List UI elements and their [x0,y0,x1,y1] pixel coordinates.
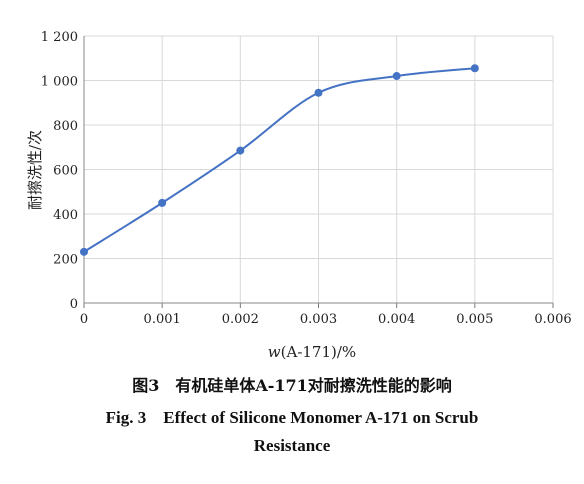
x-tick-label: 0.002 [222,312,259,327]
y-tick-label: 200 [53,253,78,268]
figure-caption-en-line1: Fig. 3 Effect of Silicone Monomer A-171 … [105,408,479,427]
x-tick-label: 0.004 [378,312,415,327]
x-tick-labels: 0 0.001 0.002 0.003 0.004 0.005 0.006 [80,312,572,327]
data-point [158,198,167,207]
figure-caption-en: Fig. 3 Effect of Silicone Monomer A-171 … [0,404,584,460]
x-tick-label: 0 [80,312,88,327]
data-point [314,88,323,97]
x-tick-label: 0.003 [300,312,337,327]
data-point [236,146,245,155]
x-axis-label: w(A-171)/% [268,343,356,361]
y-tick-labels: 0 200 400 600 800 1 000 1 200 [41,30,78,312]
y-tick-label: 1 000 [41,75,78,90]
series-line [83,67,475,253]
x-tick-label: 0.005 [456,312,493,327]
x-tick-label: 0.001 [144,312,181,327]
y-tick-label: 400 [53,208,78,223]
figure-caption-cn: 图3 有机硅单体A-171对耐擦洗性能的影响 [132,376,452,395]
y-tick-label: 800 [53,119,78,134]
y-tick-label: 600 [53,164,78,179]
data-point [392,72,401,81]
y-tick-label: 0 [70,297,78,312]
x-axis-label-symbol: w [268,343,281,361]
x-axis-label-text: (A-171)/% [281,343,357,361]
figure-caption-en-line2: Resistance [253,436,331,455]
x-tick-label: 0.006 [534,312,571,327]
y-axis-label: 耐擦洗性/次 [26,130,44,210]
data-point [470,64,479,73]
chart-grid [84,35,554,303]
data-point [80,247,88,256]
data-series [80,64,479,256]
y-tick-label: 1 200 [41,30,78,45]
chart-axes [83,36,554,308]
